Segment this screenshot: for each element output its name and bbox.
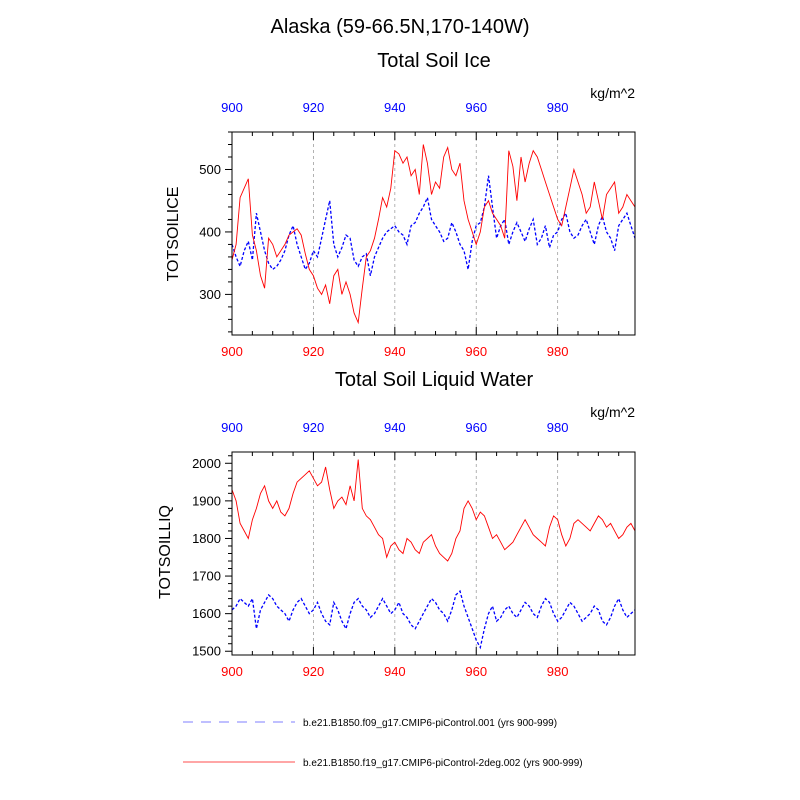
y-tick-label: 1500: [192, 644, 221, 659]
chart-title: Total Soil Liquid Water: [335, 369, 534, 391]
series-line-f09: [231, 175, 636, 276]
y-tick-label: 1700: [192, 569, 221, 584]
x-tick-label: 960: [465, 344, 487, 359]
x-tick-label: 920: [303, 664, 325, 679]
x-tick-label: 900: [221, 344, 243, 359]
chart-panel-soil-liquid: Total Soil Liquid Water kg/m^2 TOTSOILLI…: [157, 369, 636, 679]
x-tick-label: 940: [384, 344, 406, 359]
y-axis-label: TOTSOILLIQ: [157, 505, 174, 599]
x-tick-label: 900: [221, 664, 243, 679]
chart-title: Total Soil Ice: [377, 50, 490, 72]
legend-label-series1: b.e21.B1850.f09_g17.CMIP6-piControl.001 …: [303, 718, 557, 729]
legend: b.e21.B1850.f09_g17.CMIP6-piControl.001 …: [183, 718, 583, 769]
series-line-f19: [231, 144, 636, 325]
y-tick-label: 1800: [192, 531, 221, 546]
series-line-f19: [231, 459, 636, 562]
x-tick-label: 940: [384, 664, 406, 679]
series-line-f09: [231, 589, 636, 650]
y-tick-label: 500: [199, 162, 221, 177]
x-tick-label-top: 920: [303, 420, 325, 435]
units-label: kg/m^2: [590, 85, 635, 101]
y-tick-label: 1600: [192, 606, 221, 621]
y-tick-label: 2000: [192, 456, 221, 471]
y-tick-label: 400: [199, 224, 221, 239]
y-tick-label: 300: [199, 287, 221, 302]
x-tick-label-top: 940: [384, 100, 406, 115]
x-tick-label-top: 920: [303, 100, 325, 115]
units-label: kg/m^2: [590, 404, 635, 420]
x-tick-label: 960: [465, 664, 487, 679]
series-lines: [231, 144, 636, 325]
x-tick-label-top: 960: [465, 100, 487, 115]
x-tick-label-top: 900: [221, 420, 243, 435]
x-tick-label-top: 900: [221, 100, 243, 115]
x-tick-label-top: 960: [465, 420, 487, 435]
x-tick-label-top: 980: [547, 100, 569, 115]
y-tick-label: 1900: [192, 493, 221, 508]
series-lines: [231, 459, 636, 650]
axes: 900 900 920 920 940 940 960 960 980 980 300 400 500: [199, 100, 636, 359]
y-axis-label: TOTSOILICE: [165, 187, 182, 282]
grid-lines: [313, 132, 559, 335]
x-tick-label: 980: [547, 344, 569, 359]
x-tick-label-top: 940: [384, 420, 406, 435]
main-title: Alaska (59-66.5N,170-140W): [270, 16, 529, 38]
chart-panel-soil-ice: Total Soil Ice kg/m^2 TOTSOILICE 9009009…: [165, 50, 636, 359]
x-tick-label: 980: [547, 664, 569, 679]
legend-label-series2: b.e21.B1850.f19_g17.CMIP6-piControl-2deg…: [303, 758, 583, 769]
x-tick-label-top: 980: [547, 420, 569, 435]
x-tick-label: 920: [303, 344, 325, 359]
plot-frame: [231, 131, 636, 336]
axes: 900 900 920 920 940 940 960 960 980 980 1500 1600 17…: [192, 420, 636, 679]
